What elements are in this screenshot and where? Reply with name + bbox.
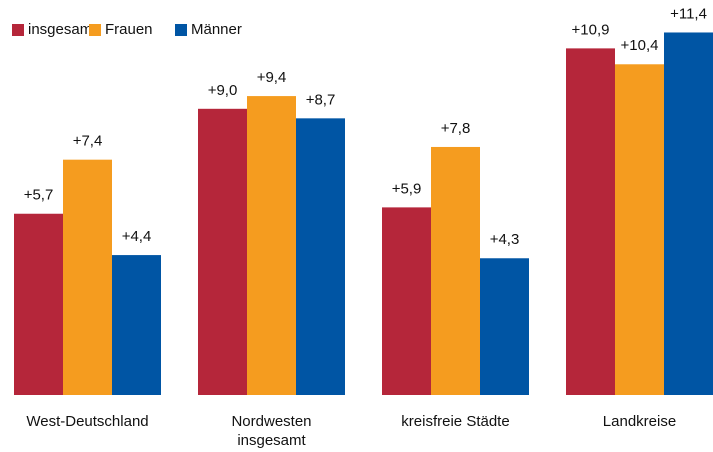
- legend-label: Frauen: [105, 21, 153, 38]
- bar: [431, 146, 480, 395]
- category-label: Landkreise: [602, 413, 677, 430]
- value-label: +10,4: [621, 37, 659, 54]
- value-label: +9,4: [257, 69, 287, 86]
- legend-swatch: [89, 24, 101, 36]
- bar: [296, 118, 345, 395]
- value-label: +10,9: [572, 21, 610, 38]
- bar: [198, 108, 247, 396]
- category-label: West-Deutschland: [26, 413, 149, 430]
- value-label: +4,4: [122, 228, 152, 245]
- bar: [14, 213, 63, 395]
- bar: [566, 48, 615, 395]
- value-label: +9,0: [208, 82, 238, 99]
- value-label: +5,7: [24, 187, 54, 204]
- value-label: +8,7: [306, 91, 336, 108]
- legend-label: Männer: [191, 21, 242, 38]
- value-label: +5,9: [392, 180, 422, 197]
- value-label: +7,8: [441, 120, 471, 137]
- category-label: Nordwesten insgesamt: [231, 413, 312, 449]
- legend-swatch: [12, 24, 24, 36]
- bar: [480, 258, 529, 395]
- bar: [382, 207, 431, 395]
- value-label: +11,4: [670, 5, 707, 22]
- value-label: +4,3: [490, 231, 520, 248]
- bar: [615, 64, 664, 395]
- legend-swatch: [175, 24, 187, 36]
- bar: [112, 255, 161, 395]
- bar: [664, 32, 713, 395]
- bar: [247, 96, 296, 395]
- value-label: +7,4: [73, 133, 103, 150]
- category-label: kreisfreie Städte: [401, 413, 510, 430]
- legend-label: insgesamt: [28, 21, 97, 38]
- bar: [63, 159, 112, 395]
